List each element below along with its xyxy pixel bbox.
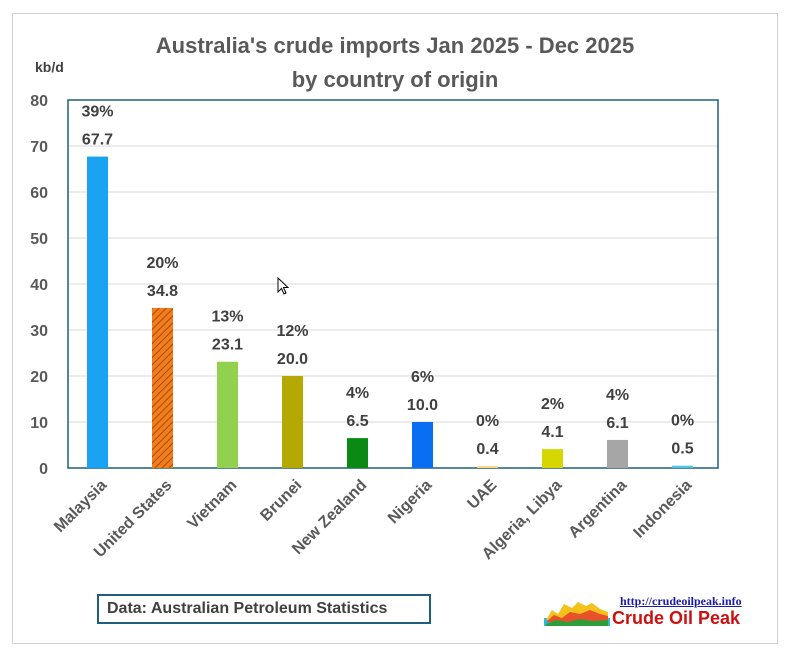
bar-nigeria xyxy=(412,422,433,468)
value-label: 0.4 xyxy=(476,441,498,458)
bar-vietnam xyxy=(217,361,238,468)
chart-title-line-2: by country of origin xyxy=(292,67,499,92)
value-label: 0.5 xyxy=(671,441,693,458)
x-tick-label: Malaysia xyxy=(51,477,110,536)
logo-graphic-icon xyxy=(544,602,610,626)
value-label: 23.1 xyxy=(212,337,243,354)
data-source-note: Data: Australian Petroleum Statistics xyxy=(97,594,431,624)
chart-frame xyxy=(12,13,778,644)
x-tick-label: Indonesia xyxy=(630,477,695,542)
y-tick-label: 60 xyxy=(30,185,48,202)
y-axis-unit-label: kb/d xyxy=(35,59,64,75)
y-tick-label: 40 xyxy=(30,277,48,294)
percent-label: 39% xyxy=(81,104,113,121)
y-axis-ticks: 0 10 20 30 40 50 60 70 80 xyxy=(30,93,48,478)
value-label: 10.0 xyxy=(407,397,438,414)
value-label: 6.5 xyxy=(346,413,368,430)
percent-label: 6% xyxy=(411,369,434,386)
x-tick-label: UAE xyxy=(464,477,500,513)
percent-label: 2% xyxy=(541,396,564,413)
bar-malaysia xyxy=(87,156,108,468)
percent-label: 13% xyxy=(211,309,243,326)
value-label: 4.1 xyxy=(541,424,563,441)
logo-url-link[interactable]: http://crudeoilpeak.info xyxy=(620,594,742,608)
percent-label: 12% xyxy=(276,323,308,340)
data-labels: 67.7 39% 34.8 20% 23.1 13% 20.0 12% 6.5 4% 10.0 6% 0… xyxy=(81,104,694,459)
value-label: 6.1 xyxy=(606,415,628,432)
y-tick-label: 10 xyxy=(30,415,48,432)
value-label: 67.7 xyxy=(82,132,113,149)
y-tick-label: 50 xyxy=(30,231,48,248)
y-tick-label: 80 xyxy=(30,93,48,110)
percent-label: 4% xyxy=(346,385,369,402)
y-tick-label: 0 xyxy=(39,461,48,478)
bar-new-zealand xyxy=(347,438,368,468)
percent-label: 0% xyxy=(476,413,499,430)
bar-algeria-libya xyxy=(542,449,563,468)
percent-label: 4% xyxy=(606,387,629,404)
value-label: 20.0 xyxy=(277,351,308,368)
gridlines xyxy=(68,145,718,423)
bar-indonesia xyxy=(672,465,693,468)
x-tick-label: Vietnam xyxy=(185,477,241,533)
plot-area-border xyxy=(67,99,719,469)
arrow-cursor-icon xyxy=(277,277,290,295)
x-tick-label: Brunei xyxy=(257,477,305,525)
percent-label: 20% xyxy=(146,255,178,272)
x-tick-label: Nigeria xyxy=(385,477,435,527)
y-tick-label: 30 xyxy=(30,323,48,340)
bar-united-states xyxy=(152,307,173,468)
percent-label: 0% xyxy=(671,413,694,430)
x-tick-label: Argentina xyxy=(566,477,631,542)
crude-oil-peak-logo[interactable]: http://crudeoilpeak.info Crude Oil Peak xyxy=(544,594,754,630)
y-tick-label: 20 xyxy=(30,369,48,386)
bars xyxy=(87,156,693,468)
chart-title-line-1: Australia's crude imports Jan 2025 - Dec… xyxy=(156,33,634,58)
value-label: 34.8 xyxy=(147,283,178,300)
bar-brunei xyxy=(282,376,303,468)
logo-name: Crude Oil Peak xyxy=(612,608,741,628)
bar-argentina xyxy=(607,439,628,468)
bar-uae xyxy=(477,466,498,468)
y-tick-label: 70 xyxy=(30,139,48,156)
